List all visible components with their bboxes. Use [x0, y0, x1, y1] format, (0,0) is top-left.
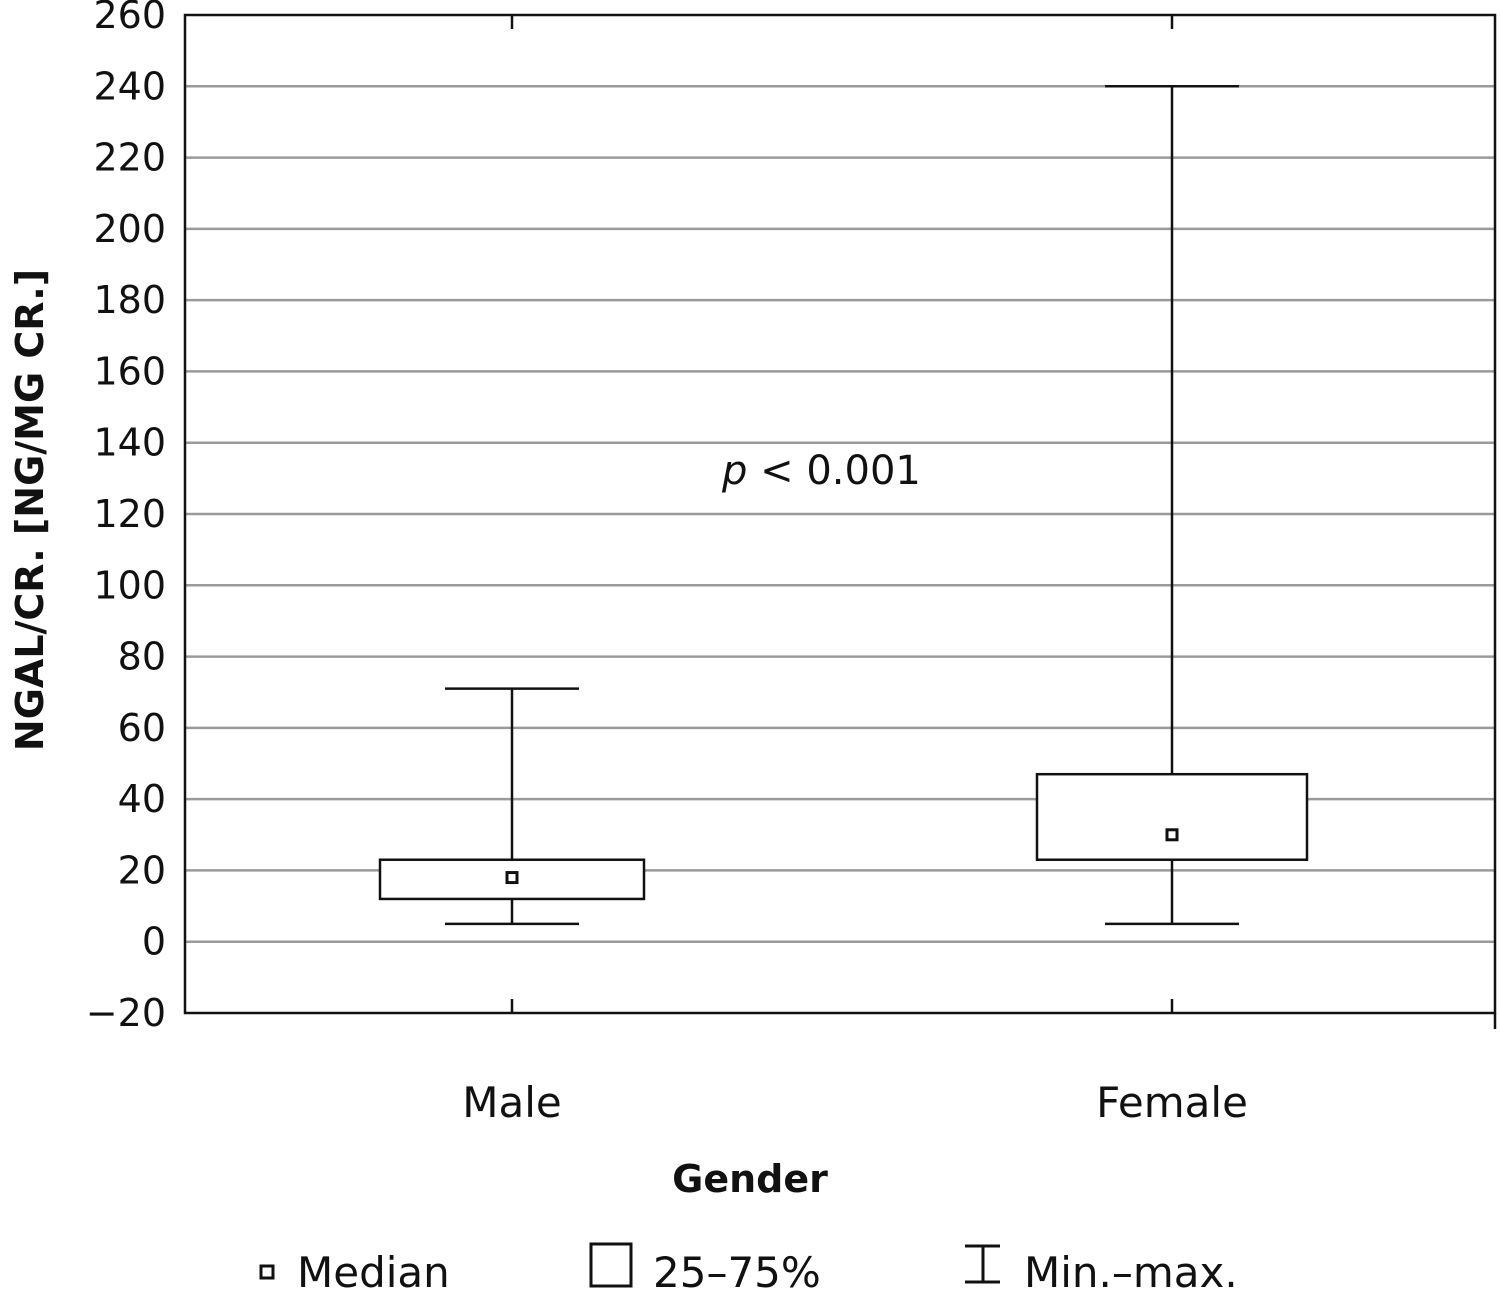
y-tick-label: 120: [93, 492, 166, 536]
legend: Median 25–75% Min.–max.: [259, 1242, 1238, 1291]
y-tick-label: 240: [93, 64, 166, 108]
y-tick-label: 140: [93, 421, 166, 465]
legend-label-whisker: Min.–max.: [1024, 1248, 1238, 1291]
y-tick-label: 220: [93, 136, 166, 180]
x-tick-label: Female: [1096, 1078, 1248, 1127]
y-tick-label: 260: [93, 0, 166, 37]
y-tick-label: 40: [118, 777, 166, 821]
legend-median-icon: [259, 1264, 275, 1280]
y-tick-label: −20: [86, 991, 166, 1035]
median-marker: [1165, 828, 1179, 842]
y-tick-label: 180: [93, 278, 166, 322]
legend-label-box: 25–75%: [653, 1248, 821, 1291]
y-tick-label: 100: [93, 563, 166, 607]
annotation-p-italic: p: [721, 448, 747, 494]
grid-lines: [185, 85, 1495, 943]
legend-item-whisker: Min.–max.: [965, 1244, 1238, 1291]
box-male: [378, 687, 646, 926]
legend-item-median: Median: [259, 1248, 450, 1291]
y-tick-label: 60: [118, 706, 166, 750]
x-tick-label: Male: [462, 1078, 561, 1127]
legend-box-icon: [589, 1242, 633, 1288]
x-axis-ticks: Male Female: [462, 15, 1497, 1127]
y-tick-label: 0: [142, 920, 166, 964]
legend-whisker-icon: [965, 1244, 1000, 1284]
plot-frame: [183, 13, 1497, 1015]
y-tick-label: 160: [93, 349, 166, 393]
annotation-p-value: p < 0.001: [721, 448, 921, 494]
y-axis-ticks: −20 0 20 40 60 80 100 120 140 160 180 200 220 240 260: [86, 0, 166, 1035]
box-female: [1035, 85, 1309, 926]
annotation-p-text: < 0.001: [747, 448, 920, 494]
median-marker: [505, 871, 519, 885]
y-axis-title: NGAL/CR. [NG/MG CR.]: [8, 269, 52, 751]
x-axis-title: Gender: [672, 1157, 828, 1201]
y-tick-label: 20: [118, 848, 166, 892]
axes: [183, 13, 1497, 1015]
legend-item-box: 25–75%: [589, 1242, 821, 1291]
iqr-box: [1035, 772, 1309, 861]
y-tick-label: 80: [118, 635, 166, 679]
y-tick-label: 200: [93, 207, 166, 251]
box-series: [378, 85, 1309, 926]
legend-label-median: Median: [297, 1248, 450, 1291]
